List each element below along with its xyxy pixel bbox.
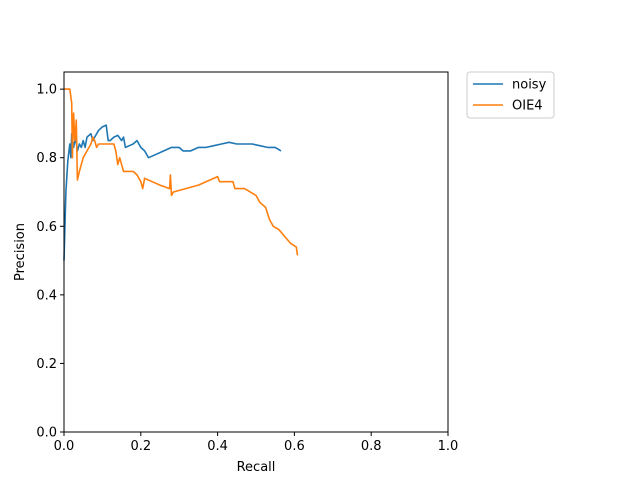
y-tick-label: 1.0 [36,83,57,98]
y-tick-label: 0.8 [36,151,57,166]
x-tick-label: 1.0 [438,439,459,454]
legend-label-noisy: noisy [512,78,547,93]
y-tick-label: 0.0 [36,426,57,441]
x-tick-label: 0.6 [284,439,305,454]
series-line-noisy [63,124,282,261]
y-tick-label: 0.2 [36,357,57,372]
legend-entry-oie4: OIE4 [473,99,543,114]
series-layer [63,88,299,261]
series-line-oie4 [64,88,299,256]
y-tick-label: 0.6 [36,220,57,235]
y-axis-label: Precision [13,223,28,281]
x-axis-label: Recall [237,460,276,475]
legend-entry-noisy: noisy [473,78,547,93]
y-axis-ticks: 0.0 0.2 0.4 0.6 0.8 1.0 [36,83,64,441]
legend-label-oie4: OIE4 [512,99,543,114]
x-tick-label: 0.8 [361,439,382,454]
legend: noisy OIE4 [466,71,555,119]
x-tick-label: 0.4 [207,439,228,454]
x-tick-label: 0.0 [54,439,75,454]
plot-frame [63,71,449,433]
x-tick-label: 0.2 [130,439,151,454]
x-axis-ticks: 0.0 0.2 0.4 0.6 0.8 1.0 [54,432,459,454]
y-tick-label: 0.4 [36,288,57,303]
